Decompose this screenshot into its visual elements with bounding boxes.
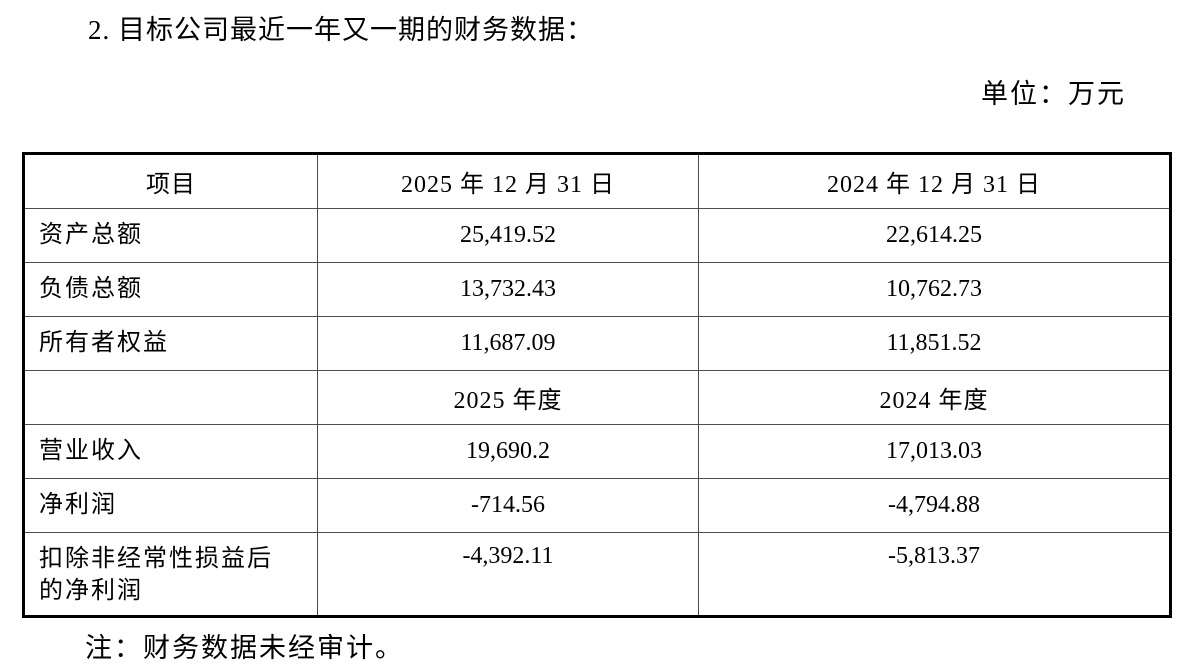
value-2025: 25,419.52 [317,208,699,263]
period-header-2025: 2025 年度 [317,370,699,425]
column-header-item: 项目 [23,153,318,209]
value-2025: -714.56 [317,478,699,533]
value-2025: 11,687.09 [317,316,699,371]
value-2024: 10,762.73 [698,262,1171,317]
column-header-2025-12-31: 2025 年 12 月 31 日 [317,153,699,209]
table-header-row: 项目 2025 年 12 月 31 日 2024 年 12 月 31 日 [23,153,1171,209]
value-2024: 22,614.25 [698,208,1171,263]
section-title: 2. 目标公司最近一年又一期的财务数据： [88,15,594,45]
row-net-profit: 净利润 -714.56 -4,794.88 [23,478,1171,533]
row-label: 净利润 [23,478,318,533]
row-net-profit-excl-nonrecurring: 扣除非经常性损益后 的净利润 -4,392.11 -5,813.37 [23,532,1171,617]
row-owners-equity: 所有者权益 11,687.09 11,851.52 [23,316,1171,371]
unit-label: 单位：万元 [981,79,1126,109]
value-2025: -4,392.11 [317,532,699,617]
row-total-liabilities: 负债总额 13,732.43 10,762.73 [23,262,1171,317]
value-2024: -5,813.37 [698,532,1171,617]
value-2024: 17,013.03 [698,424,1171,479]
row-label: 负债总额 [23,262,318,317]
financial-data-table: 项目 2025 年 12 月 31 日 2024 年 12 月 31 日 资产总… [22,152,1172,618]
footnote: 注：财务数据未经审计。 [85,633,404,663]
value-2024: 11,851.52 [698,316,1171,371]
row-label: 营业收入 [23,424,318,479]
period-header-row: 2025 年度 2024 年度 [23,370,1171,425]
value-2024: -4,794.88 [698,478,1171,533]
row-label: 扣除非经常性损益后 的净利润 [23,532,318,617]
period-header-empty-cell [23,370,318,425]
row-label: 所有者权益 [23,316,318,371]
row-operating-revenue: 营业收入 19,690.2 17,013.03 [23,424,1171,479]
period-header-2024: 2024 年度 [698,370,1171,425]
value-2025: 13,732.43 [317,262,699,317]
value-2025: 19,690.2 [317,424,699,479]
column-header-2024-12-31: 2024 年 12 月 31 日 [698,153,1171,209]
row-label: 资产总额 [23,208,318,263]
row-total-assets: 资产总额 25,419.52 22,614.25 [23,208,1171,263]
